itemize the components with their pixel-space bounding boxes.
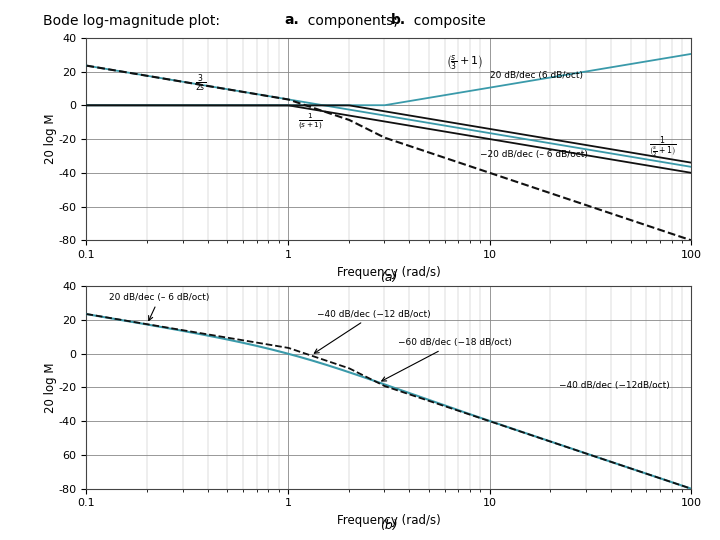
Text: a.: a. xyxy=(284,14,299,28)
Text: composite: composite xyxy=(405,14,485,28)
Text: b.: b. xyxy=(391,14,406,28)
Text: (b): (b) xyxy=(380,519,397,532)
Text: −40 dB/dec (−12 dB/oct): −40 dB/dec (−12 dB/oct) xyxy=(315,309,431,353)
Text: components;: components; xyxy=(299,14,397,28)
Text: 20 dB/dec (– 6 dB/oct): 20 dB/dec (– 6 dB/oct) xyxy=(109,293,210,321)
Text: Bode log-magnitude plot:: Bode log-magnitude plot: xyxy=(43,14,225,28)
Y-axis label: 20 log M: 20 log M xyxy=(44,362,57,413)
X-axis label: Frequency (rad/s): Frequency (rad/s) xyxy=(337,266,441,279)
Text: $\frac{3}{2s}$: $\frac{3}{2s}$ xyxy=(195,72,207,94)
Text: −60 dB/dec (−18 dB/oct): −60 dB/dec (−18 dB/oct) xyxy=(382,338,511,381)
Text: −40 dB/dec (−12dB/oct): −40 dB/dec (−12dB/oct) xyxy=(559,381,670,390)
Text: $\frac{1}{(s+1)}$: $\frac{1}{(s+1)}$ xyxy=(299,112,323,132)
Text: $\frac{1}{\left(\frac{s}{2}+1\right)}$: $\frac{1}{\left(\frac{s}{2}+1\right)}$ xyxy=(649,134,676,160)
Text: −20 dB/dec (– 6 dB/oct): −20 dB/dec (– 6 dB/oct) xyxy=(480,150,588,159)
X-axis label: Frequency (rad/s): Frequency (rad/s) xyxy=(337,514,441,527)
Text: $\left(\frac{s}{3}+1\right)$: $\left(\frac{s}{3}+1\right)$ xyxy=(446,54,483,72)
Text: (a): (a) xyxy=(380,271,397,284)
Text: 20 dB/dec (6 dB/oct): 20 dB/dec (6 dB/oct) xyxy=(490,71,582,80)
Y-axis label: 20 log M: 20 log M xyxy=(44,114,57,164)
